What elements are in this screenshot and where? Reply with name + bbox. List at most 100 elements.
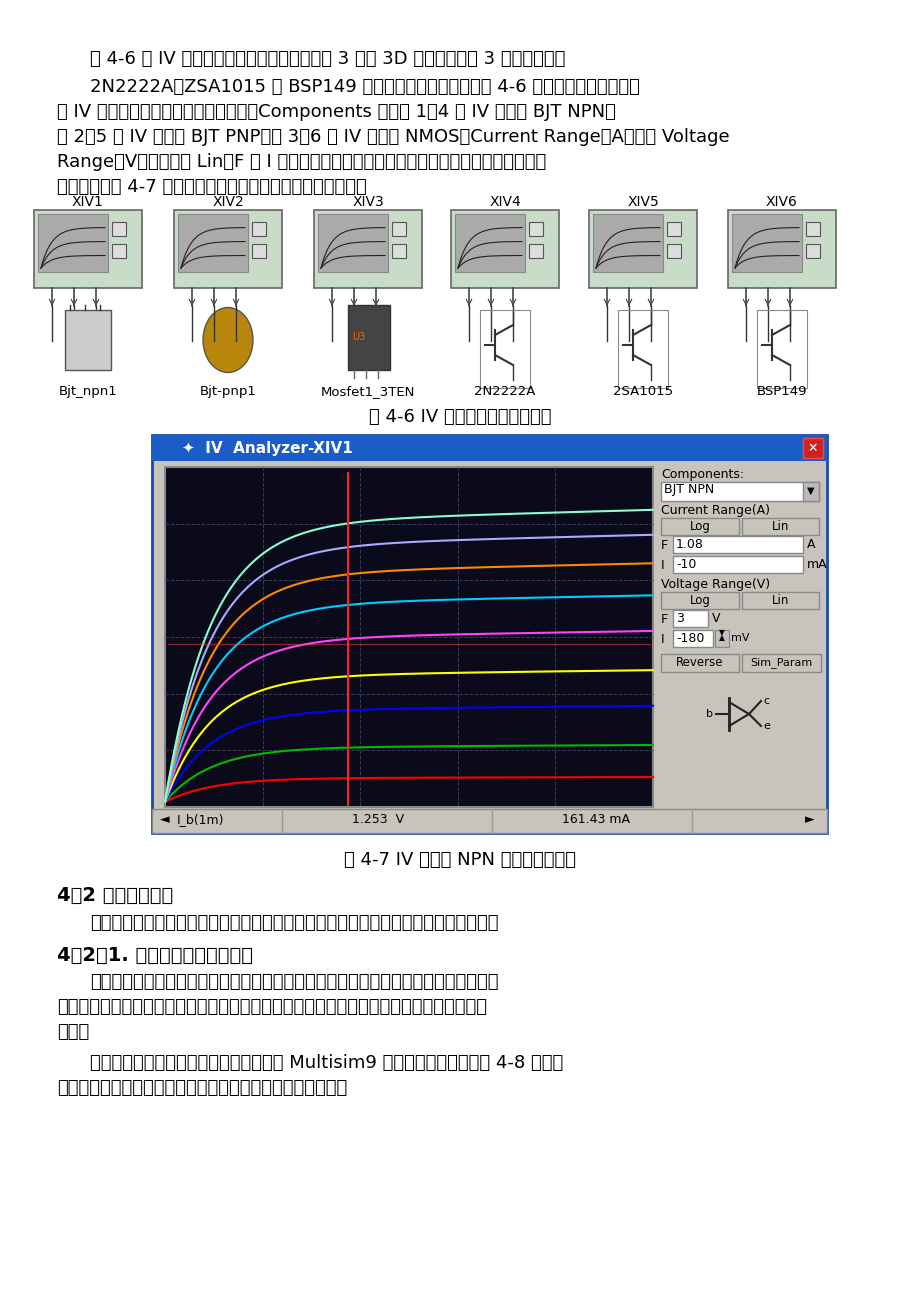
- Bar: [347, 305, 390, 370]
- Text: XIV2: XIV2: [212, 195, 244, 210]
- Text: Voltage Range(V): Voltage Range(V): [660, 578, 769, 591]
- Text: 4．2．1. 单管放大电路仿真测量: 4．2．1. 单管放大电路仿真测量: [57, 947, 253, 965]
- Bar: [673, 630, 712, 647]
- Bar: [660, 654, 738, 672]
- Text: 根据晶体管单管放大电路的组成原理，在 Multisim9 的电路窗口中建立如图 4-8 所示的: 根据晶体管单管放大电路的组成原理，在 Multisim9 的电路窗口中建立如图 …: [90, 1055, 562, 1072]
- Polygon shape: [342, 471, 354, 480]
- Text: Log: Log: [689, 594, 709, 607]
- Bar: [252, 243, 266, 258]
- Text: 图 4-6 IV 法测量晶体管伏安特性: 图 4-6 IV 法测量晶体管伏安特性: [369, 408, 550, 426]
- Bar: [65, 310, 111, 370]
- Text: V: V: [711, 612, 720, 625]
- Bar: [152, 435, 826, 461]
- Text: XIV5: XIV5: [627, 195, 658, 210]
- Text: F: F: [660, 539, 667, 552]
- Bar: [112, 223, 126, 236]
- Text: I: I: [660, 633, 664, 646]
- Bar: [480, 310, 529, 388]
- Bar: [732, 214, 801, 272]
- Bar: [660, 482, 818, 501]
- Bar: [673, 556, 802, 573]
- Text: Sim_Param: Sim_Param: [750, 658, 811, 668]
- Text: 图 4-6 是 IV 法测量晶体管的伏安特性。左侧 3 只为 3D 理想管，右侧 3 只为真实管。: 图 4-6 是 IV 法测量晶体管的伏安特性。左侧 3 只为 3D 理想管，右侧…: [90, 49, 565, 68]
- Bar: [660, 518, 738, 535]
- Bar: [673, 611, 708, 628]
- Bar: [802, 437, 823, 458]
- Text: 1.08: 1.08: [675, 538, 703, 551]
- Text: -180: -180: [675, 631, 704, 644]
- Bar: [112, 243, 126, 258]
- Text: -10: -10: [675, 559, 696, 572]
- Text: BSP149: BSP149: [756, 385, 806, 398]
- Bar: [802, 482, 818, 501]
- Text: 击 IV 分析仪的图标，按下述进行设置：Components 栏：第 1、4 台 IV 仪选择 BJT NPN，: 击 IV 分析仪的图标，按下述进行设置：Components 栏：第 1、4 台…: [57, 103, 615, 121]
- Text: A: A: [806, 538, 814, 551]
- Text: ✦  IV  Analyzer-XIV1: ✦ IV Analyzer-XIV1: [182, 441, 352, 457]
- Bar: [588, 210, 697, 288]
- Text: ►: ►: [804, 812, 814, 825]
- Bar: [252, 223, 266, 236]
- Bar: [756, 310, 806, 388]
- Text: 2SA1015: 2SA1015: [612, 385, 673, 398]
- Text: mV: mV: [731, 633, 749, 643]
- Text: Mosfet1_3TEN: Mosfet1_3TEN: [321, 385, 414, 398]
- Bar: [742, 592, 818, 609]
- Bar: [593, 214, 663, 272]
- Bar: [34, 210, 142, 288]
- Ellipse shape: [203, 307, 253, 372]
- Text: U3: U3: [352, 332, 365, 342]
- Bar: [174, 210, 282, 288]
- Text: F: F: [660, 613, 667, 626]
- Bar: [165, 467, 652, 807]
- Text: 3: 3: [675, 612, 683, 625]
- Text: ▼: ▼: [719, 629, 724, 638]
- Text: mA: mA: [806, 559, 827, 572]
- Bar: [318, 214, 388, 272]
- Text: I_b(1m): I_b(1m): [176, 812, 224, 825]
- Text: 放大电路。对于此电路可以进行如下的常见的电路分析方法。: 放大电路。对于此电路可以进行如下的常见的电路分析方法。: [57, 1079, 346, 1098]
- Text: XIV4: XIV4: [489, 195, 520, 210]
- Bar: [727, 210, 835, 288]
- Text: 第 2、5 台 IV 仪选择 BJT PNP，第 3、6 台 IV 仪选择 NMOS。Current Range（A）区和 Voltage: 第 2、5 台 IV 仪选择 BJT PNP，第 3、6 台 IV 仪选择 NM…: [57, 128, 729, 146]
- Text: 1.253  V: 1.253 V: [352, 812, 403, 825]
- Text: 2N2222A、ZSA1015 和 BSP149 是常见的几种晶体管。按图 4-6 所示建立测量电路，双: 2N2222A、ZSA1015 和 BSP149 是常见的几种晶体管。按图 4-…: [90, 78, 640, 96]
- Text: 安特性，如图 4-7 所示，拖动读数指针还可以进行精确测量。: 安特性，如图 4-7 所示，拖动读数指针还可以进行精确测量。: [57, 178, 367, 197]
- Bar: [528, 243, 542, 258]
- Bar: [742, 654, 820, 672]
- Bar: [152, 435, 826, 833]
- Bar: [742, 518, 818, 535]
- Text: 图 4-7 IV 法测量 NPN 管伏安特性曲线: 图 4-7 IV 法测量 NPN 管伏安特性曲线: [344, 852, 575, 868]
- Bar: [450, 210, 559, 288]
- Text: e: e: [762, 721, 769, 730]
- Bar: [666, 243, 680, 258]
- Text: 161.43 mA: 161.43 mA: [562, 812, 630, 825]
- Text: ▼: ▼: [806, 486, 814, 496]
- Text: XIV6: XIV6: [766, 195, 797, 210]
- Text: Reverse: Reverse: [675, 656, 723, 669]
- Text: 信号。放大器是电子器件中不可缺少的部分，而晶体管单管放大电路是学习大信号放大器的: 信号。放大器是电子器件中不可缺少的部分，而晶体管单管放大电路是学习大信号放大器的: [57, 999, 486, 1016]
- Bar: [805, 223, 819, 236]
- Bar: [313, 210, 422, 288]
- Text: Bjt_npn1: Bjt_npn1: [59, 385, 118, 398]
- Bar: [391, 243, 405, 258]
- Bar: [38, 214, 108, 272]
- Text: Bjt-pnp1: Bjt-pnp1: [199, 385, 256, 398]
- Bar: [177, 214, 248, 272]
- Text: Components:: Components:: [660, 467, 743, 480]
- Bar: [618, 310, 667, 388]
- Bar: [714, 630, 728, 647]
- Text: ◄: ◄: [160, 812, 169, 825]
- Bar: [666, 223, 680, 236]
- Text: 4．2 放大电路分析: 4．2 放大电路分析: [57, 885, 173, 905]
- Text: BJT NPN: BJT NPN: [664, 483, 713, 496]
- Text: Current Range(A): Current Range(A): [660, 504, 769, 517]
- Text: ✕: ✕: [807, 441, 817, 454]
- Text: Lin: Lin: [771, 594, 789, 607]
- Bar: [391, 223, 405, 236]
- Text: c: c: [762, 697, 768, 706]
- Bar: [455, 214, 525, 272]
- Text: 晶体管单管放大电路是最常见的低频小信号放大电路，它的实质是利用小信号来控制大: 晶体管单管放大电路是最常见的低频小信号放大电路，它的实质是利用小信号来控制大: [90, 973, 498, 991]
- Text: XIV3: XIV3: [352, 195, 383, 210]
- Text: 基础。: 基础。: [57, 1023, 89, 1042]
- Text: ▲: ▲: [719, 634, 724, 642]
